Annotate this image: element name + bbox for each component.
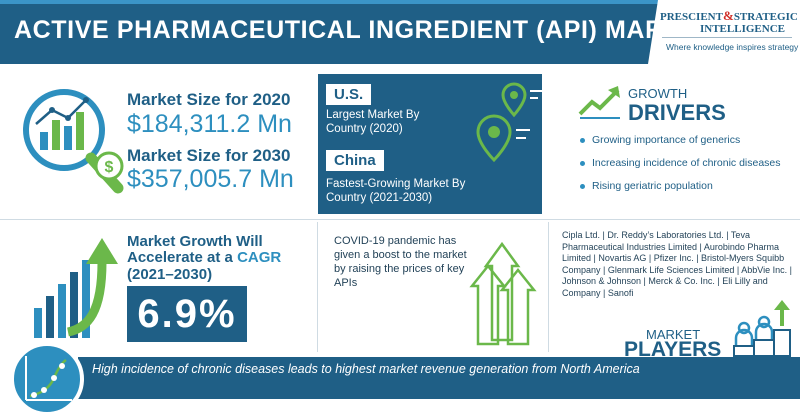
page-title: ACTIVE PHARMACEUTICAL INGREDIENT (API) M… — [14, 16, 716, 44]
market-size-2020-value: $184,311.2 Mn — [127, 110, 292, 138]
rising-arrows-icon — [469, 241, 537, 346]
header-accent-strip — [0, 0, 800, 4]
us-badge: U.S. — [326, 84, 372, 105]
cagr-value-box — [127, 286, 247, 342]
growth-drivers-title-small: GROWTH — [628, 86, 688, 101]
section-divider-vertical — [548, 222, 549, 352]
growth-driver-item: Growing importance of generics — [578, 134, 790, 147]
market-size-2030-value: $357,005.7 Mn — [127, 165, 294, 193]
cagr-value: 6.9% — [137, 292, 237, 336]
market-players-title-small: MARKET — [646, 327, 701, 342]
market-size-2030-label: Market Size for 2030 — [127, 146, 291, 165]
logo-divider — [662, 37, 792, 38]
cagr-statement: Market Growth Will Accelerate at a CAGR — [127, 233, 282, 266]
logo-panel — [648, 0, 800, 64]
growth-drivers-title: DRIVERS — [628, 100, 726, 125]
bar-chart-arrow-icon — [34, 238, 118, 338]
china-description: Fastest-Growing Market By Country (2021-… — [326, 178, 466, 204]
map-pin-icon — [476, 82, 542, 163]
growth-driver-item: Increasing incidence of chronic diseases — [578, 157, 790, 170]
growth-driver-item: Rising geriatric population — [578, 180, 790, 193]
cagr-years: (2021–2030) — [127, 266, 213, 283]
market-players-list: Cipla Ltd. | Dr. Reddy’s Laboratories Lt… — [562, 230, 792, 298]
us-description: Largest Market By Country (2020) — [326, 109, 420, 135]
section-divider-vertical — [317, 222, 318, 352]
podium-people-icon — [733, 300, 791, 357]
magnifier-chart-icon: $ — [23, 89, 124, 194]
footer-bar — [78, 357, 800, 399]
covid-statement: COVID-19 pandemic has given a boost to t… — [334, 235, 467, 289]
growth-drivers-list: Growing importance of generics Increasin… — [578, 134, 790, 203]
trend-up-icon — [578, 86, 620, 119]
logo-tagline: Where knowledge inspires strategy — [666, 42, 799, 52]
svg-text:$: $ — [105, 159, 114, 176]
market-size-2020-label: Market Size for 2020 — [127, 90, 291, 109]
growth-curve-icon — [25, 356, 72, 401]
logo-ampersand: & — [722, 8, 734, 23]
footer-circle — [10, 342, 84, 416]
footer-statement: High incidence of chronic diseases leads… — [92, 362, 640, 376]
china-badge: China — [326, 150, 384, 171]
logo-name-line2: INTELLIGENCE — [700, 23, 785, 35]
section-divider-horizontal — [0, 219, 800, 220]
logo-name-line1: PRESCIENT&STRATEGIC — [660, 8, 798, 23]
market-players-title: PLAYERS — [624, 338, 722, 361]
cagr-highlight: CAGR — [237, 249, 282, 266]
